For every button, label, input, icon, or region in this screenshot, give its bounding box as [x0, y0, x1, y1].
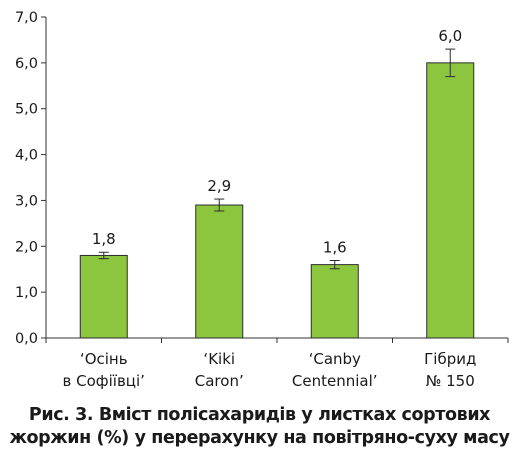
data-label: 1,8	[92, 230, 116, 248]
x-tick-label: Гібрид	[424, 350, 476, 368]
bars	[79, 48, 475, 339]
x-tick-label: ‘Canby	[309, 350, 361, 368]
caption-line-1: Рис. 3. Вміст полісахаридів у листках со…	[28, 405, 491, 425]
data-label: 6,0	[438, 27, 462, 45]
bar	[426, 62, 475, 339]
caption-line-2: жоржин (%) у перерахунку на повітряно-су…	[9, 428, 510, 448]
x-tick-label: Centennial’	[292, 372, 378, 390]
data-label: 1,6	[323, 239, 347, 257]
bar	[79, 254, 128, 339]
y-tick-label: 3,0	[15, 193, 38, 209]
bar-chart: 0,0 1,0 2,0 3,0 4,0 5,0 6,0 7,0 1,8 ‘Осінь в Софії…	[15, 10, 509, 390]
x-tick-label: Caron’	[195, 372, 244, 390]
y-tick-label: 6,0	[15, 56, 38, 72]
labels: 0,0 1,0 2,0 3,0 4,0 5,0 6,0 7,0 1,8 ‘Осінь в Софії…	[15, 10, 476, 390]
x-tick-label: в Софіївці’	[63, 372, 145, 390]
figure-caption: Рис. 3. Вміст полісахаридів у листках со…	[0, 404, 519, 450]
y-tick-label: 7,0	[15, 10, 38, 26]
y-tick-label: 5,0	[15, 102, 38, 118]
y-tick-label: 1,0	[15, 285, 38, 301]
y-tick-label: 0,0	[15, 331, 38, 347]
x-tick-label: № 150	[426, 372, 475, 390]
y-tick-label: 2,0	[15, 239, 38, 255]
x-tick-label: ‘Kiki	[203, 350, 235, 368]
x-tick-label: ‘Осінь	[80, 350, 128, 368]
bar	[310, 264, 359, 339]
data-label: 2,9	[207, 177, 231, 195]
y-tick-label: 4,0	[15, 148, 38, 164]
bar	[195, 204, 244, 339]
